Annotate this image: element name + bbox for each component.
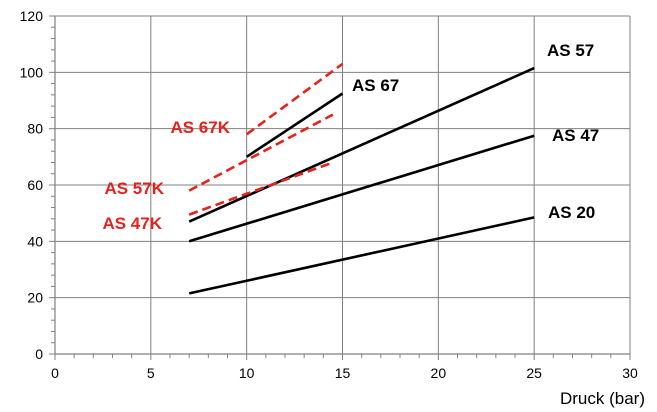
series-line-as-47 (188, 134, 535, 243)
series-labels: AS 20 AS 47 AS 57 AS 67 AS 47K AS 57K AS 67K (102, 41, 599, 233)
series-line-as-57 (188, 66, 535, 223)
series-label-as-47: AS 47 (552, 126, 599, 145)
series-label-as-67k: AS 67K (170, 118, 230, 137)
y-tick-label: 60 (27, 177, 43, 193)
series-line-as-20 (188, 216, 535, 295)
series-label-as-57: AS 57 (547, 41, 594, 60)
x-tick-label: 10 (239, 365, 255, 381)
series-line-as-67k (245, 62, 344, 136)
y-tick-label: 100 (20, 64, 44, 80)
series-label-as-57k: AS 57K (104, 179, 164, 198)
x-tick-label: 20 (431, 365, 447, 381)
y-tick-label: 40 (27, 233, 43, 249)
gridlines (55, 15, 631, 354)
y-tick-label: 20 (27, 290, 43, 306)
series-label-as-20: AS 20 (548, 203, 595, 222)
series-line-as-47k (188, 161, 334, 216)
y-tick-label: 120 (20, 8, 44, 24)
y-tick-label: 0 (35, 346, 43, 362)
axes (49, 15, 631, 360)
x-tick-label: 0 (51, 365, 59, 381)
series-line-as-67 (245, 92, 344, 158)
x-tick-label: 30 (622, 365, 638, 381)
y-tick-labels: 0 20 40 60 80 100 120 (20, 8, 44, 362)
series-lines (188, 62, 535, 295)
x-axis-label: Druck (bar) (560, 389, 645, 408)
series-label-as-67: AS 67 (352, 76, 399, 95)
x-tick-label: 5 (147, 365, 155, 381)
x-tick-labels: 0 5 10 15 20 25 30 (51, 365, 638, 381)
x-tick-label: 25 (526, 365, 542, 381)
y-tick-label: 80 (27, 121, 43, 137)
x-tick-label: 15 (335, 365, 351, 381)
series-label-as-47k: AS 47K (102, 214, 162, 233)
